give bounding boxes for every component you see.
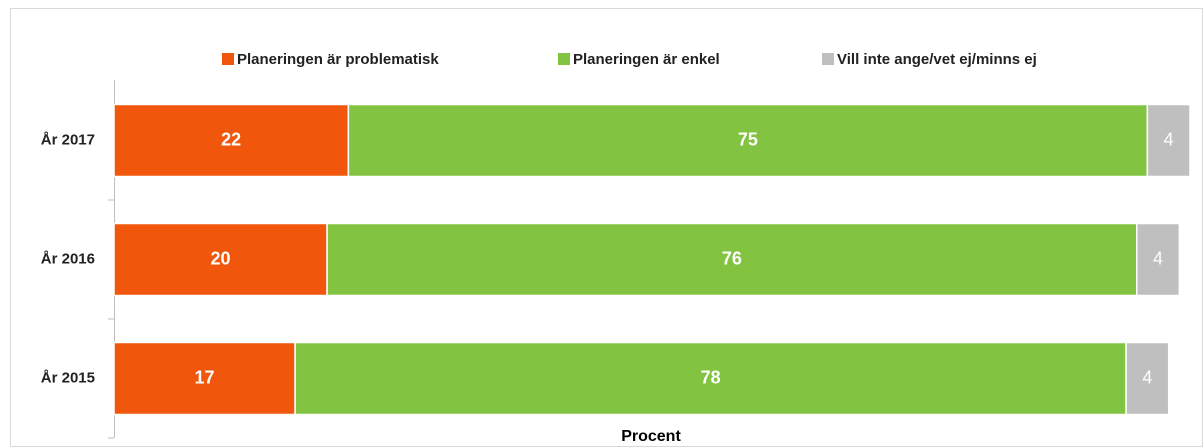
bar-segment [347,103,1149,178]
data-label: 75 [738,129,758,149]
legend-label: Planeringen är problematisk [237,51,439,68]
data-label: 76 [722,248,742,268]
data-label: 22 [221,129,241,149]
x-axis-label: Procent [621,428,681,445]
data-label: 78 [701,367,721,387]
bar-segment [113,103,350,178]
data-label: 4 [1153,248,1163,268]
y-tick-label: År 2017 [41,131,95,148]
data-label: 4 [1142,367,1152,387]
legend-swatch [558,53,570,65]
y-tick-label: År 2016 [41,250,95,267]
bar-segment [326,222,1138,297]
data-label: 20 [211,248,231,268]
legend-label: Planeringen är enkel [573,51,720,68]
data-label: 4 [1164,129,1174,149]
legend-label: Vill inte ange/vet ej/minns ej [837,51,1037,68]
y-tick-label: År 2015 [41,369,95,386]
bar-segment [1135,222,1181,297]
bar-segment [1146,103,1191,178]
bar-segment [1125,341,1170,416]
bar-segment [113,222,328,297]
legend-swatch [822,53,834,65]
bar-segment [294,341,1127,416]
legend-swatch [222,53,234,65]
data-label: 17 [195,367,215,387]
